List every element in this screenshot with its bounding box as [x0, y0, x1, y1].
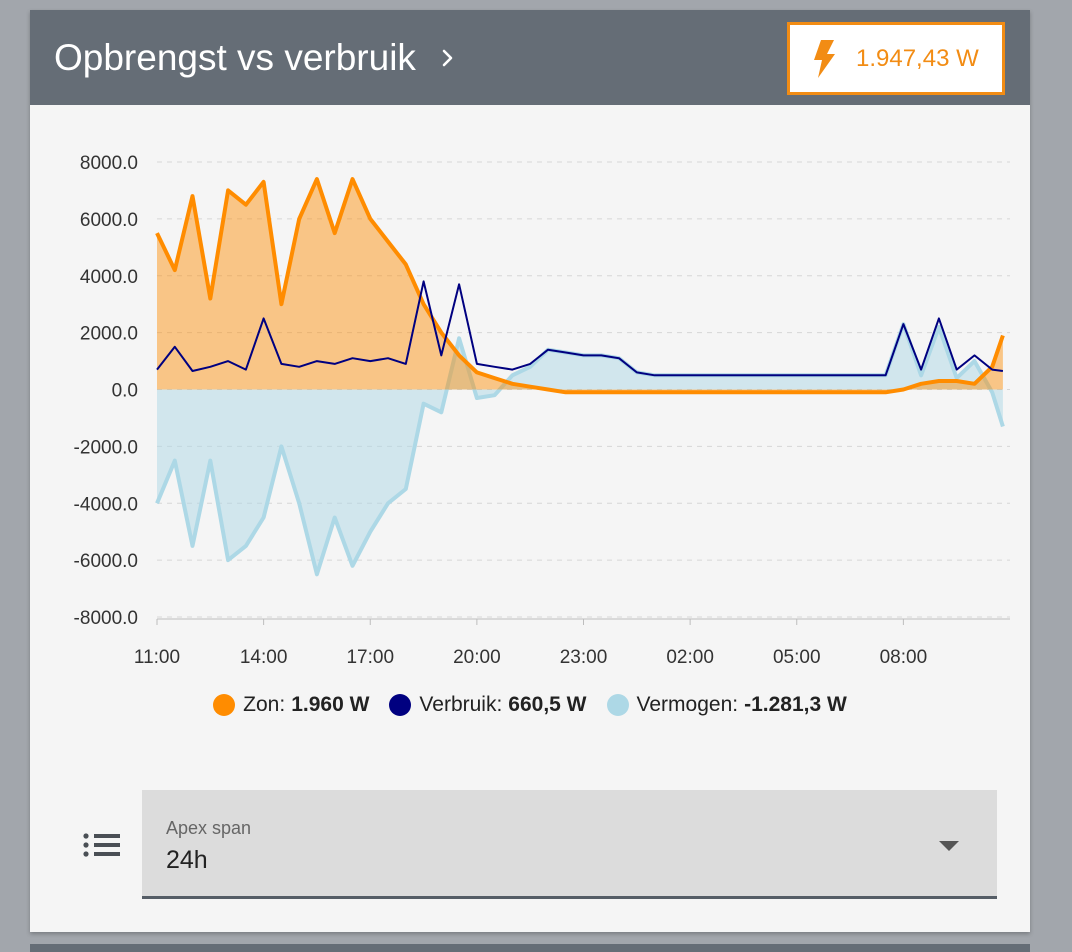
legend-marker-zon	[213, 694, 236, 716]
x-tick-label: 08:00	[880, 647, 928, 668]
y-tick-label: 8000.0	[80, 153, 138, 174]
y-tick-label: 2000.0	[80, 324, 138, 345]
legend-item-vermogen[interactable]: Vermogen: -1.281,3 W	[606, 693, 847, 717]
y-tick-label: -4000.0	[74, 494, 138, 515]
select-value: 24h	[166, 846, 208, 874]
legend-label-zon: Zon:	[243, 693, 286, 716]
x-tick-label: 02:00	[666, 647, 714, 668]
legend-value-vermogen: -1.281,3 W	[744, 693, 847, 716]
series-line-zon	[155, 177, 1005, 395]
y-tick-label: -2000.0	[74, 437, 138, 458]
x-tick-label: 14:00	[240, 647, 288, 668]
card-title-link[interactable]: Opbrengst vs verbruik	[54, 36, 458, 80]
select-label: Apex span	[166, 818, 252, 838]
legend-value-verbruik: 660,5 W	[508, 693, 587, 716]
caret-down-icon	[939, 840, 959, 852]
legend-label-verbruik: Verbruik:	[419, 693, 503, 716]
lightning-bolt-icon	[812, 39, 836, 79]
series-area-vermogen	[157, 324, 1003, 575]
series-line-verbruik	[156, 280, 1004, 377]
x-tick-label: 23:00	[560, 647, 608, 668]
legend-marker-vermogen	[606, 694, 629, 716]
chart-legend: Zon: 1.960 W Verbruik: 660,5 W Vermogen:…	[30, 690, 1030, 720]
series-area-zon	[157, 179, 1003, 393]
list-icon[interactable]	[82, 832, 122, 866]
energy-card: Opbrengst vs verbruik 1.947,43 W 8000.0 6…	[30, 10, 1030, 932]
y-tick-label: -8000.0	[74, 608, 138, 629]
chart-area: 8000.0 6000.0 4000.0 2000.0 0.0 -2000.0 -4000.…	[30, 105, 1030, 675]
card-title: Opbrengst vs verbruik	[54, 37, 416, 78]
power-value: 1.947,43 W	[856, 44, 979, 72]
power-badge[interactable]: 1.947,43 W	[787, 22, 1005, 95]
legend-marker-verbruik	[389, 694, 412, 716]
y-tick-label: 4000.0	[80, 267, 138, 288]
legend-value-zon: 1.960 W	[291, 693, 370, 716]
y-tick-label: 0.0	[112, 381, 138, 402]
y-tick-label: -6000.0	[74, 551, 138, 572]
y-tick-label: 6000.0	[80, 210, 138, 231]
area-chart: 8000.0 6000.0 4000.0 2000.0 0.0 -2000.0 -4000.…	[74, 153, 1010, 668]
legend-item-zon[interactable]: Zon: 1.960 W	[213, 693, 369, 717]
chevron-right-icon	[438, 46, 458, 70]
x-tick-label: 20:00	[453, 647, 501, 668]
card-header: Opbrengst vs verbruik 1.947,43 W	[30, 10, 1030, 105]
x-tick-label: 05:00	[773, 647, 821, 668]
x-tick-label: 17:00	[346, 647, 394, 668]
legend-item-verbruik[interactable]: Verbruik: 660,5 W	[389, 693, 587, 717]
next-card-edge	[30, 944, 1030, 952]
legend-label-vermogen: Vermogen:	[636, 693, 739, 716]
apex-span-select[interactable]: Apex span 24h	[142, 790, 997, 899]
x-tick-label: 11:00	[134, 647, 180, 668]
